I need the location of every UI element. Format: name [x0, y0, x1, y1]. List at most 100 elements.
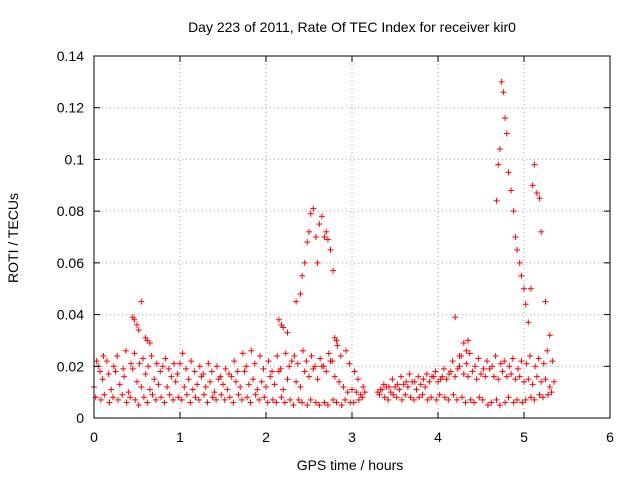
data-point: [264, 399, 271, 406]
data-point: [423, 371, 430, 378]
data-point: [179, 350, 186, 357]
data-point: [293, 298, 300, 305]
data-point: [275, 316, 282, 323]
data-point: [459, 394, 466, 401]
data-point: [108, 386, 115, 393]
data-point: [304, 239, 311, 246]
data-point: [346, 360, 353, 367]
data-point: [536, 391, 543, 398]
data-point: [542, 376, 549, 383]
data-point: [493, 396, 500, 403]
data-point: [385, 383, 392, 390]
data-point: [463, 347, 470, 354]
data-point: [535, 355, 542, 362]
data-point: [164, 383, 171, 390]
data-point: [337, 352, 344, 359]
data-point: [333, 399, 340, 406]
data-point: [280, 324, 287, 331]
data-point: [502, 115, 509, 122]
data-point: [237, 383, 244, 390]
y-tick-label: 0.06: [57, 255, 84, 271]
data-point: [463, 360, 470, 367]
data-point: [295, 396, 302, 403]
data-point: [158, 394, 165, 401]
data-point: [127, 360, 134, 367]
data-point: [101, 391, 108, 398]
data-point: [224, 386, 231, 393]
data-point: [338, 402, 345, 409]
data-point: [308, 352, 315, 359]
data-point: [523, 360, 530, 367]
data-point: [119, 391, 126, 398]
data-point: [402, 391, 409, 398]
data-point: [129, 365, 136, 372]
data-point: [416, 394, 423, 401]
data-point: [282, 350, 289, 357]
data-point: [235, 391, 242, 398]
data-point: [280, 386, 287, 393]
data-point: [462, 399, 469, 406]
data-point: [471, 363, 478, 370]
data-point: [508, 371, 515, 378]
data-point: [527, 285, 534, 292]
data-point: [155, 381, 162, 388]
data-point: [320, 363, 327, 370]
data-point: [449, 358, 456, 365]
data-point: [93, 358, 100, 365]
y-tick-label: 0.12: [57, 100, 84, 116]
x-tick-labels: 0 1 2 3 4 5 6: [90, 429, 614, 445]
data-point: [531, 161, 538, 168]
data-point: [125, 389, 132, 396]
data-point: [263, 383, 269, 390]
data-point: [250, 376, 257, 383]
data-point: [350, 399, 357, 406]
data-point: [273, 399, 280, 406]
data-point: [479, 396, 486, 403]
y-tick-label: 0: [76, 410, 84, 426]
data-point: [433, 396, 440, 403]
data-point: [518, 358, 525, 365]
data-point: [162, 355, 169, 362]
data-point: [170, 360, 177, 367]
data-point: [135, 327, 142, 334]
data-point: [349, 386, 355, 393]
data-point: [551, 378, 558, 385]
data-point: [355, 376, 362, 383]
data-point: [247, 399, 254, 406]
data-point: [450, 391, 457, 398]
data-point: [503, 373, 510, 380]
data-point: [134, 378, 140, 385]
data-point: [445, 396, 452, 403]
data-point: [519, 399, 526, 406]
data-point: [499, 368, 506, 375]
data-point: [291, 352, 298, 359]
data-point: [475, 355, 482, 362]
data-point: [532, 363, 539, 370]
data-point: [144, 337, 151, 344]
data-point: [316, 402, 323, 409]
data-point: [512, 376, 519, 383]
data-point: [213, 396, 220, 403]
data-point: [241, 368, 248, 375]
data-point: [200, 371, 207, 378]
x-tick-label: 4: [434, 429, 442, 445]
data-point: [403, 378, 410, 385]
data-point: [172, 378, 179, 385]
data-point: [539, 394, 546, 401]
data-point: [260, 365, 267, 372]
data-point: [525, 376, 532, 383]
data-point: [97, 368, 104, 375]
data-point: [194, 381, 201, 388]
data-point: [522, 396, 529, 403]
data-point: [436, 391, 443, 398]
data-point: [522, 301, 529, 308]
data-point: [452, 314, 459, 321]
data-point: [329, 358, 336, 365]
data-point: [204, 399, 211, 406]
data-point: [256, 352, 263, 359]
data-point: [321, 234, 328, 240]
data-point: [211, 389, 218, 396]
data-point: [252, 391, 259, 398]
data-point: [306, 373, 312, 380]
